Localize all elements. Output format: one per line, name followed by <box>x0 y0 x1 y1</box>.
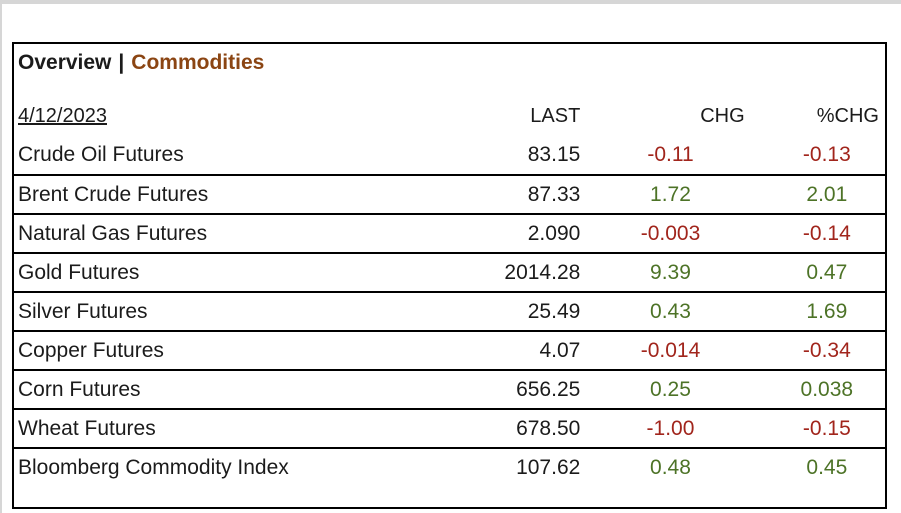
last-value: 4.07 <box>539 338 581 362</box>
last-value: 2014.28 <box>504 260 581 284</box>
pchg-number: 0.038 <box>800 377 854 401</box>
window-edge-top <box>0 0 901 4</box>
pchg-value: 0.45 <box>751 448 885 487</box>
last-value: 656.25 <box>516 377 581 401</box>
pchg-value: 0.47 <box>751 253 885 292</box>
commodity-name: Corn Futures <box>18 377 141 401</box>
commodity-name: Copper Futures <box>18 338 164 362</box>
commodity-name: Natural Gas Futures <box>18 221 208 245</box>
chg-number: -0.003 <box>640 221 701 245</box>
table-row[interactable]: Silver Futures 25.49 0.43 1.69 <box>14 292 885 331</box>
table-row[interactable]: Natural Gas Futures 2.090 -0.003 -0.14 <box>14 214 885 253</box>
chg-value: 1.72 <box>590 175 750 214</box>
last-value: 107.62 <box>516 456 581 479</box>
table-row[interactable]: Bloomberg Commodity Index 107.62 0.48 0.… <box>14 448 885 487</box>
chg-number: -0.014 <box>640 338 701 362</box>
table-row[interactable]: Copper Futures 4.07 -0.014 -0.34 <box>14 331 885 370</box>
pchg-number: 0.45 <box>806 456 848 479</box>
last-value: 2.090 <box>527 221 581 245</box>
title-overview: Overview <box>18 51 112 74</box>
table-header-row: 4/12/2023 LAST CHG %CHG <box>14 80 885 136</box>
window-edge-left <box>0 0 2 513</box>
last-value: 25.49 <box>527 299 581 323</box>
chg-number: 1.72 <box>650 182 691 206</box>
pchg-value: -0.13 <box>751 136 885 175</box>
commodities-table: 4/12/2023 LAST CHG %CHG Crude Oil Future… <box>14 80 885 487</box>
commodity-name: Wheat Futures <box>18 416 156 440</box>
pchg-number: -0.15 <box>802 416 851 440</box>
chg-value: -0.11 <box>590 136 750 175</box>
pchg-number: 2.01 <box>806 182 848 206</box>
column-header-chg[interactable]: CHG <box>700 105 745 127</box>
chg-value: -0.014 <box>590 331 750 370</box>
commodities-table-card: Overview | Commodities 4/12/2023 LAST CHG … <box>12 42 887 509</box>
chg-number: 0.25 <box>650 377 691 401</box>
chg-value: 0.25 <box>590 370 750 409</box>
pchg-value: -0.15 <box>751 409 885 448</box>
pchg-value: 2.01 <box>751 175 885 214</box>
chg-number: 9.39 <box>650 260 691 284</box>
chg-value: -0.003 <box>590 214 750 253</box>
pchg-number: -0.34 <box>802 338 851 362</box>
commodity-name: Bloomberg Commodity Index <box>18 456 289 479</box>
chg-number: -1.00 <box>646 416 695 440</box>
chg-value: 9.39 <box>590 253 750 292</box>
column-header-pchg[interactable]: %CHG <box>816 105 879 127</box>
date-link[interactable]: 4/12/2023 <box>18 105 107 127</box>
commodity-name: Crude Oil Futures <box>18 143 184 166</box>
title-separator: | <box>118 51 125 74</box>
chg-value: -1.00 <box>590 409 750 448</box>
last-value: 678.50 <box>516 416 581 440</box>
commodity-name: Gold Futures <box>18 260 140 284</box>
table-row[interactable]: Crude Oil Futures 83.15 -0.11 -0.13 <box>14 136 885 175</box>
title-commodities: Commodities <box>131 51 265 74</box>
pchg-number: -0.14 <box>802 221 851 245</box>
chg-number: 0.43 <box>650 299 691 323</box>
last-value: 87.33 <box>527 182 581 206</box>
chg-value: 0.48 <box>590 448 750 487</box>
pchg-number: 1.69 <box>806 299 848 323</box>
chg-value: 0.43 <box>590 292 750 331</box>
last-value: 83.15 <box>527 143 581 166</box>
pchg-value: 1.69 <box>751 292 885 331</box>
card-title: Overview | Commodities <box>14 44 885 80</box>
column-header-last[interactable]: LAST <box>530 105 581 127</box>
chg-number: -0.11 <box>647 143 694 166</box>
chg-number: 0.48 <box>650 456 691 479</box>
pchg-value: -0.34 <box>751 331 885 370</box>
commodity-name: Brent Crude Futures <box>18 182 209 206</box>
commodity-name: Silver Futures <box>18 299 148 323</box>
table-row[interactable]: Corn Futures 656.25 0.25 0.038 <box>14 370 885 409</box>
pchg-value: 0.038 <box>751 370 885 409</box>
table-row[interactable]: Brent Crude Futures 87.33 1.72 2.01 <box>14 175 885 214</box>
pchg-number: 0.47 <box>806 260 848 284</box>
table-row[interactable]: Gold Futures 2014.28 9.39 0.47 <box>14 253 885 292</box>
table-row[interactable]: Wheat Futures 678.50 -1.00 -0.15 <box>14 409 885 448</box>
pchg-number: -0.13 <box>802 143 851 166</box>
pchg-value: -0.14 <box>751 214 885 253</box>
